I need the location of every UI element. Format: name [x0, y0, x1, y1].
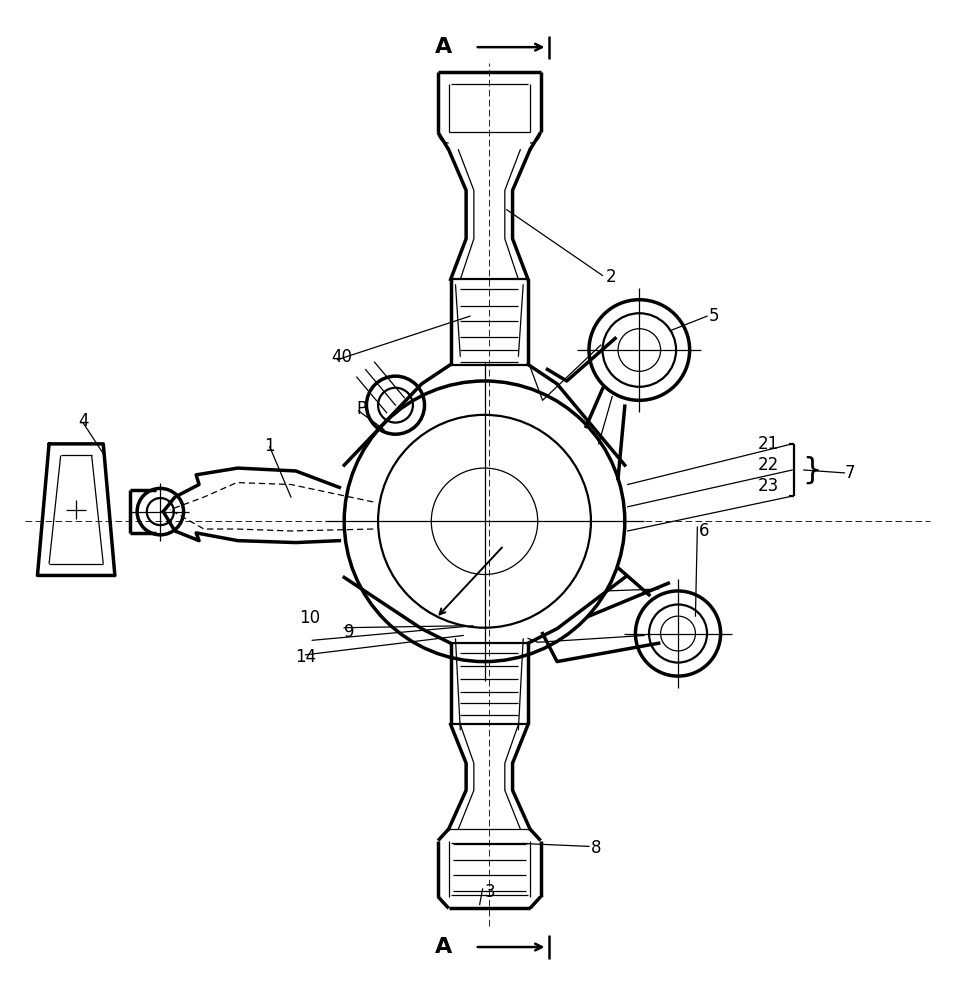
- Polygon shape: [38, 444, 115, 575]
- Text: P: P: [357, 400, 367, 418]
- Text: 5: 5: [709, 307, 720, 325]
- Text: 7: 7: [844, 464, 855, 482]
- Text: }: }: [802, 456, 822, 485]
- Text: 4: 4: [78, 412, 88, 430]
- Text: 21: 21: [758, 435, 779, 453]
- Text: 2: 2: [606, 268, 616, 286]
- Text: 40: 40: [331, 348, 353, 366]
- Text: A: A: [435, 937, 453, 957]
- Text: 10: 10: [298, 609, 320, 627]
- Text: 23: 23: [758, 477, 779, 495]
- Text: 9: 9: [344, 623, 355, 641]
- Text: 22: 22: [758, 456, 779, 474]
- Text: 6: 6: [700, 522, 710, 540]
- Text: 3: 3: [484, 883, 495, 901]
- Text: A: A: [435, 37, 453, 57]
- Text: 8: 8: [591, 839, 602, 857]
- Text: 1: 1: [264, 437, 274, 455]
- Text: 14: 14: [295, 648, 316, 666]
